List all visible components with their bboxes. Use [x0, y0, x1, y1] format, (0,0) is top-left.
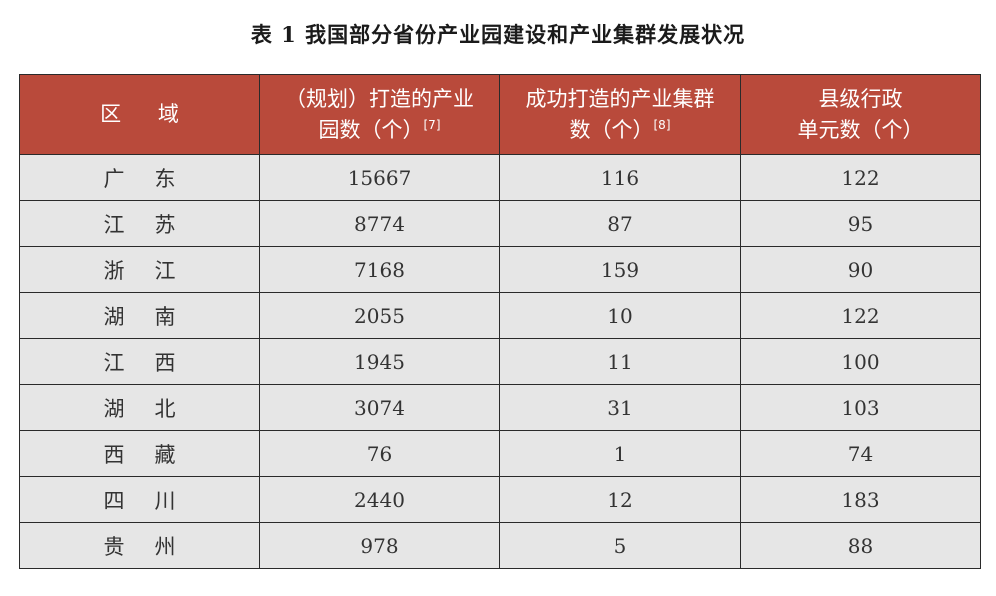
header-parks-line1: （规划）打造的产业 — [285, 86, 474, 111]
cell-parks: 1945 — [259, 338, 500, 385]
cell-parks: 15667 — [259, 154, 500, 201]
cell-region: 四川 — [19, 476, 260, 523]
cell-region: 西藏 — [19, 430, 260, 477]
cell-parks: 76 — [259, 430, 500, 477]
header-clusters-line2-wrap: 数（个）[8] — [500, 115, 740, 146]
header-parks-line2-wrap: 园数（个）[7] — [260, 115, 499, 146]
cell-clusters: 31 — [499, 384, 741, 431]
cell-region: 江西 — [19, 338, 260, 385]
cell-clusters: 159 — [499, 246, 741, 293]
cell-counties: 88 — [740, 522, 981, 569]
cell-clusters: 10 — [499, 292, 741, 339]
cell-clusters: 11 — [499, 338, 741, 385]
cell-clusters: 116 — [499, 154, 741, 201]
cell-clusters: 87 — [499, 200, 741, 247]
cell-region: 贵州 — [19, 522, 260, 569]
data-table: 区 域 （规划）打造的产业 园数（个）[7] 成功打造的产业集群 数（个）[8]… — [19, 74, 981, 569]
table-row: 贵州 978 5 88 — [19, 522, 981, 569]
header-region: 区 域 — [19, 74, 260, 155]
cell-counties: 122 — [740, 292, 981, 339]
table-row: 浙江 7168 159 90 — [19, 246, 981, 293]
header-region-label: 区 域 — [100, 102, 179, 126]
header-row: 区 域 （规划）打造的产业 园数（个）[7] 成功打造的产业集群 数（个）[8]… — [19, 74, 981, 155]
header-parks-line2: 园数（个） — [318, 117, 424, 142]
cell-counties: 100 — [740, 338, 981, 385]
table-row: 湖南 2055 10 122 — [19, 292, 981, 339]
cell-counties: 90 — [740, 246, 981, 293]
cell-counties: 95 — [740, 200, 981, 247]
table-row: 广东 15667 116 122 — [19, 154, 981, 201]
cell-parks: 2440 — [259, 476, 500, 523]
table-row: 四川 2440 12 183 — [19, 476, 981, 523]
table-row: 江西 1945 11 100 — [19, 338, 981, 385]
header-counties: 县级行政 单元数（个） — [740, 74, 981, 155]
cell-parks: 3074 — [259, 384, 500, 431]
cell-clusters: 12 — [499, 476, 741, 523]
header-parks-ref: [7] — [423, 117, 441, 132]
cell-parks: 7168 — [259, 246, 500, 293]
cell-parks: 978 — [259, 522, 500, 569]
cell-region: 广东 — [19, 154, 260, 201]
table-row: 湖北 3074 31 103 — [19, 384, 981, 431]
cell-clusters: 5 — [499, 522, 741, 569]
cell-counties: 74 — [740, 430, 981, 477]
cell-region: 湖北 — [19, 384, 260, 431]
header-clusters-ref: [8] — [653, 117, 671, 132]
table-row: 西藏 76 1 74 — [19, 430, 981, 477]
table-row: 江苏 8774 87 95 — [19, 200, 981, 247]
header-clusters-line2: 数（个） — [569, 117, 654, 142]
cell-counties: 183 — [740, 476, 981, 523]
cell-region: 浙江 — [19, 246, 260, 293]
table-title: 表 1 我国部分省份产业园建设和产业集群发展状况 — [250, 22, 746, 47]
header-clusters: 成功打造的产业集群 数（个）[8] — [499, 74, 741, 155]
cell-parks: 2055 — [259, 292, 500, 339]
cell-parks: 8774 — [259, 200, 500, 247]
header-counties-line1: 县级行政 — [818, 86, 903, 111]
header-clusters-line1: 成功打造的产业集群 — [525, 86, 715, 111]
header-parks: （规划）打造的产业 园数（个）[7] — [259, 74, 500, 155]
cell-counties: 103 — [740, 384, 981, 431]
cell-region: 湖南 — [19, 292, 260, 339]
cell-counties: 122 — [740, 154, 981, 201]
header-counties-line2: 单元数（个） — [797, 117, 924, 142]
cell-region: 江苏 — [19, 200, 260, 247]
cell-clusters: 1 — [499, 430, 741, 477]
